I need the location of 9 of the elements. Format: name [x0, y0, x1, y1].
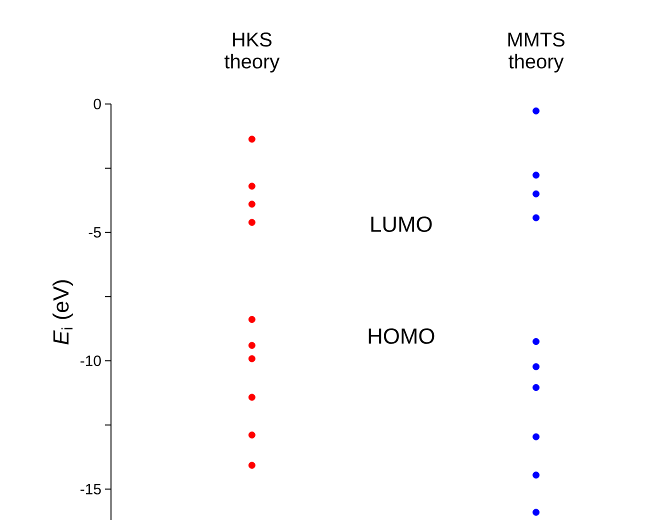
- y-tick-label: -5: [88, 227, 101, 238]
- y-tick-label: -10: [80, 355, 101, 366]
- y-tick-label: 0: [94, 98, 101, 110]
- annotation: HOMO: [368, 328, 434, 344]
- x-tick-label: HKS theory: [224, 32, 280, 72]
- y-axis-title: E$_{i}$ (eV): [52, 280, 74, 344]
- x-tick-label: MMTS theory: [508, 32, 564, 72]
- annotation: LUMO: [371, 216, 432, 232]
- y-tick-label: -15: [80, 484, 101, 494]
